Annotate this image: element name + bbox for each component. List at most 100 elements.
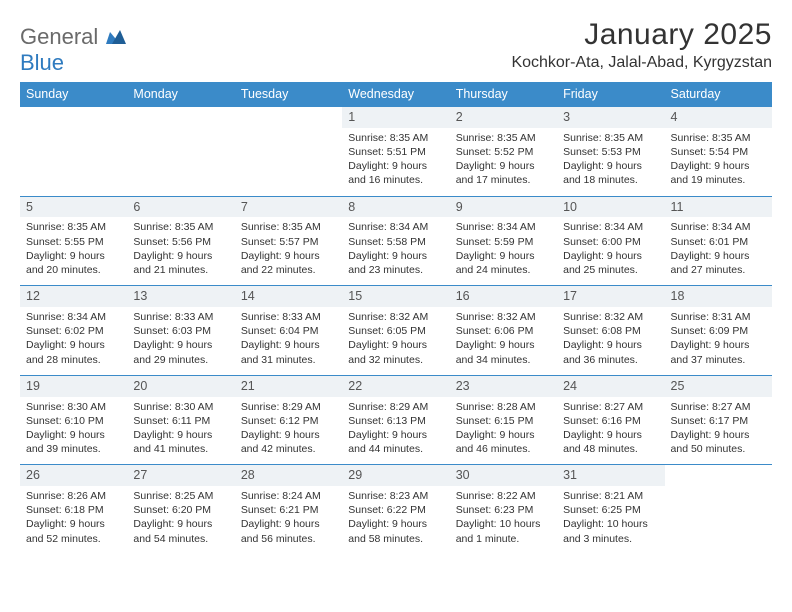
daylight-text: and 21 minutes. xyxy=(133,263,228,277)
sunset-text: Sunset: 6:08 PM xyxy=(563,324,658,338)
daylight-text: and 32 minutes. xyxy=(348,353,443,367)
sunrise-text: Sunrise: 8:22 AM xyxy=(456,489,551,503)
sunrise-text: Sunrise: 8:28 AM xyxy=(456,400,551,414)
day-number: 25 xyxy=(665,376,772,397)
daylight-text: Daylight: 10 hours xyxy=(456,517,551,531)
day-header: Sunday xyxy=(20,82,127,107)
day-cell: 31Sunrise: 8:21 AMSunset: 6:25 PMDayligh… xyxy=(557,465,664,554)
header-row: General Blue January 2025 Kochkor-Ata, J… xyxy=(20,18,772,76)
day-cell: . xyxy=(235,107,342,197)
sunrise-text: Sunrise: 8:35 AM xyxy=(133,220,228,234)
sunrise-text: Sunrise: 8:32 AM xyxy=(563,310,658,324)
sunrise-text: Sunrise: 8:35 AM xyxy=(671,131,766,145)
sunrise-text: Sunrise: 8:35 AM xyxy=(563,131,658,145)
month-title: January 2025 xyxy=(511,18,772,52)
daylight-text: Daylight: 9 hours xyxy=(241,517,336,531)
day-header: Friday xyxy=(557,82,664,107)
day-cell: 1Sunrise: 8:35 AMSunset: 5:51 PMDaylight… xyxy=(342,107,449,197)
day-cell: 2Sunrise: 8:35 AMSunset: 5:52 PMDaylight… xyxy=(450,107,557,197)
daylight-text: Daylight: 9 hours xyxy=(456,159,551,173)
sunset-text: Sunset: 6:18 PM xyxy=(26,503,121,517)
daylight-text: and 42 minutes. xyxy=(241,442,336,456)
sunset-text: Sunset: 6:13 PM xyxy=(348,414,443,428)
day-cell: 18Sunrise: 8:31 AMSunset: 6:09 PMDayligh… xyxy=(665,286,772,376)
daylight-text: and 3 minutes. xyxy=(563,532,658,546)
day-number: 28 xyxy=(235,465,342,486)
logo-mark-icon xyxy=(106,28,126,44)
daylight-text: Daylight: 9 hours xyxy=(563,159,658,173)
daylight-text: and 28 minutes. xyxy=(26,353,121,367)
daylight-text: and 1 minute. xyxy=(456,532,551,546)
day-cell: 7Sunrise: 8:35 AMSunset: 5:57 PMDaylight… xyxy=(235,196,342,286)
daylight-text: and 48 minutes. xyxy=(563,442,658,456)
daylight-text: Daylight: 9 hours xyxy=(671,428,766,442)
day-number: 11 xyxy=(665,197,772,218)
sunset-text: Sunset: 6:20 PM xyxy=(133,503,228,517)
sunset-text: Sunset: 6:05 PM xyxy=(348,324,443,338)
day-cell: 5Sunrise: 8:35 AMSunset: 5:55 PMDaylight… xyxy=(20,196,127,286)
day-number: 22 xyxy=(342,376,449,397)
calendar-table: Sunday Monday Tuesday Wednesday Thursday… xyxy=(20,82,772,554)
day-number: 15 xyxy=(342,286,449,307)
day-number: 13 xyxy=(127,286,234,307)
day-cell: 11Sunrise: 8:34 AMSunset: 6:01 PMDayligh… xyxy=(665,196,772,286)
sunset-text: Sunset: 6:06 PM xyxy=(456,324,551,338)
daylight-text: Daylight: 9 hours xyxy=(563,428,658,442)
daylight-text: and 58 minutes. xyxy=(348,532,443,546)
day-cell: 3Sunrise: 8:35 AMSunset: 5:53 PMDaylight… xyxy=(557,107,664,197)
sunrise-text: Sunrise: 8:27 AM xyxy=(671,400,766,414)
day-number: 8 xyxy=(342,197,449,218)
day-number: 20 xyxy=(127,376,234,397)
day-number: 17 xyxy=(557,286,664,307)
sunset-text: Sunset: 6:03 PM xyxy=(133,324,228,338)
logo-text: General Blue xyxy=(20,24,126,76)
day-number: 1 xyxy=(342,107,449,128)
sunrise-text: Sunrise: 8:32 AM xyxy=(456,310,551,324)
logo: General Blue xyxy=(20,24,126,76)
daylight-text: and 31 minutes. xyxy=(241,353,336,367)
day-number: 18 xyxy=(665,286,772,307)
day-number: 12 xyxy=(20,286,127,307)
daylight-text: Daylight: 9 hours xyxy=(456,338,551,352)
daylight-text: and 27 minutes. xyxy=(671,263,766,277)
daylight-text: and 50 minutes. xyxy=(671,442,766,456)
day-cell: 17 Sunrise: 8:32 AMSunset: 6:08 PMDayligh… xyxy=(557,286,664,376)
daylight-text: and 17 minutes. xyxy=(456,173,551,187)
sunset-text: Sunset: 5:54 PM xyxy=(671,145,766,159)
day-number: 27 xyxy=(127,465,234,486)
sunset-text: Sunset: 5:56 PM xyxy=(133,235,228,249)
day-cell: 4Sunrise: 8:35 AMSunset: 5:54 PMDaylight… xyxy=(665,107,772,197)
week-row: 12Sunrise: 8:34 AMSunset: 6:02 PMDayligh… xyxy=(20,286,772,376)
daylight-text: Daylight: 9 hours xyxy=(241,428,336,442)
sunrise-text: Sunrise: 8:32 AM xyxy=(348,310,443,324)
day-cell: 22Sunrise: 8:29 AMSunset: 6:13 PMDayligh… xyxy=(342,375,449,465)
day-cell: 28Sunrise: 8:24 AMSunset: 6:21 PMDayligh… xyxy=(235,465,342,554)
daylight-text: and 18 minutes. xyxy=(563,173,658,187)
day-number: 5 xyxy=(20,197,127,218)
day-cell: 27Sunrise: 8:25 AMSunset: 6:20 PMDayligh… xyxy=(127,465,234,554)
sunrise-text: Sunrise: 8:34 AM xyxy=(456,220,551,234)
week-row: 5Sunrise: 8:35 AMSunset: 5:55 PMDaylight… xyxy=(20,196,772,286)
daylight-text: Daylight: 9 hours xyxy=(348,249,443,263)
daylight-text: Daylight: 9 hours xyxy=(563,338,658,352)
day-cell: 24 Sunrise: 8:27 AMSunset: 6:16 PMDayligh… xyxy=(557,375,664,465)
daylight-text: and 44 minutes. xyxy=(348,442,443,456)
daylight-text: Daylight: 9 hours xyxy=(348,338,443,352)
daylight-text: Daylight: 9 hours xyxy=(348,428,443,442)
daylight-text: and 46 minutes. xyxy=(456,442,551,456)
sunrise-text: Sunrise: 8:27 AM xyxy=(563,400,658,414)
day-cell: 19Sunrise: 8:30 AMSunset: 6:10 PMDayligh… xyxy=(20,375,127,465)
daylight-text: Daylight: 9 hours xyxy=(133,338,228,352)
day-number: 24 xyxy=(557,376,664,397)
daylight-text: Daylight: 9 hours xyxy=(456,428,551,442)
daylight-text: Daylight: 9 hours xyxy=(26,517,121,531)
sunset-text: Sunset: 6:16 PM xyxy=(563,414,658,428)
daylight-text: Daylight: 9 hours xyxy=(133,428,228,442)
day-number: 2 xyxy=(450,107,557,128)
day-cell: 21Sunrise: 8:29 AMSunset: 6:12 PMDayligh… xyxy=(235,375,342,465)
daylight-text: and 23 minutes. xyxy=(348,263,443,277)
daylight-text: and 16 minutes. xyxy=(348,173,443,187)
day-number: 4 xyxy=(665,107,772,128)
daylight-text: and 24 minutes. xyxy=(456,263,551,277)
sunrise-text: Sunrise: 8:24 AM xyxy=(241,489,336,503)
